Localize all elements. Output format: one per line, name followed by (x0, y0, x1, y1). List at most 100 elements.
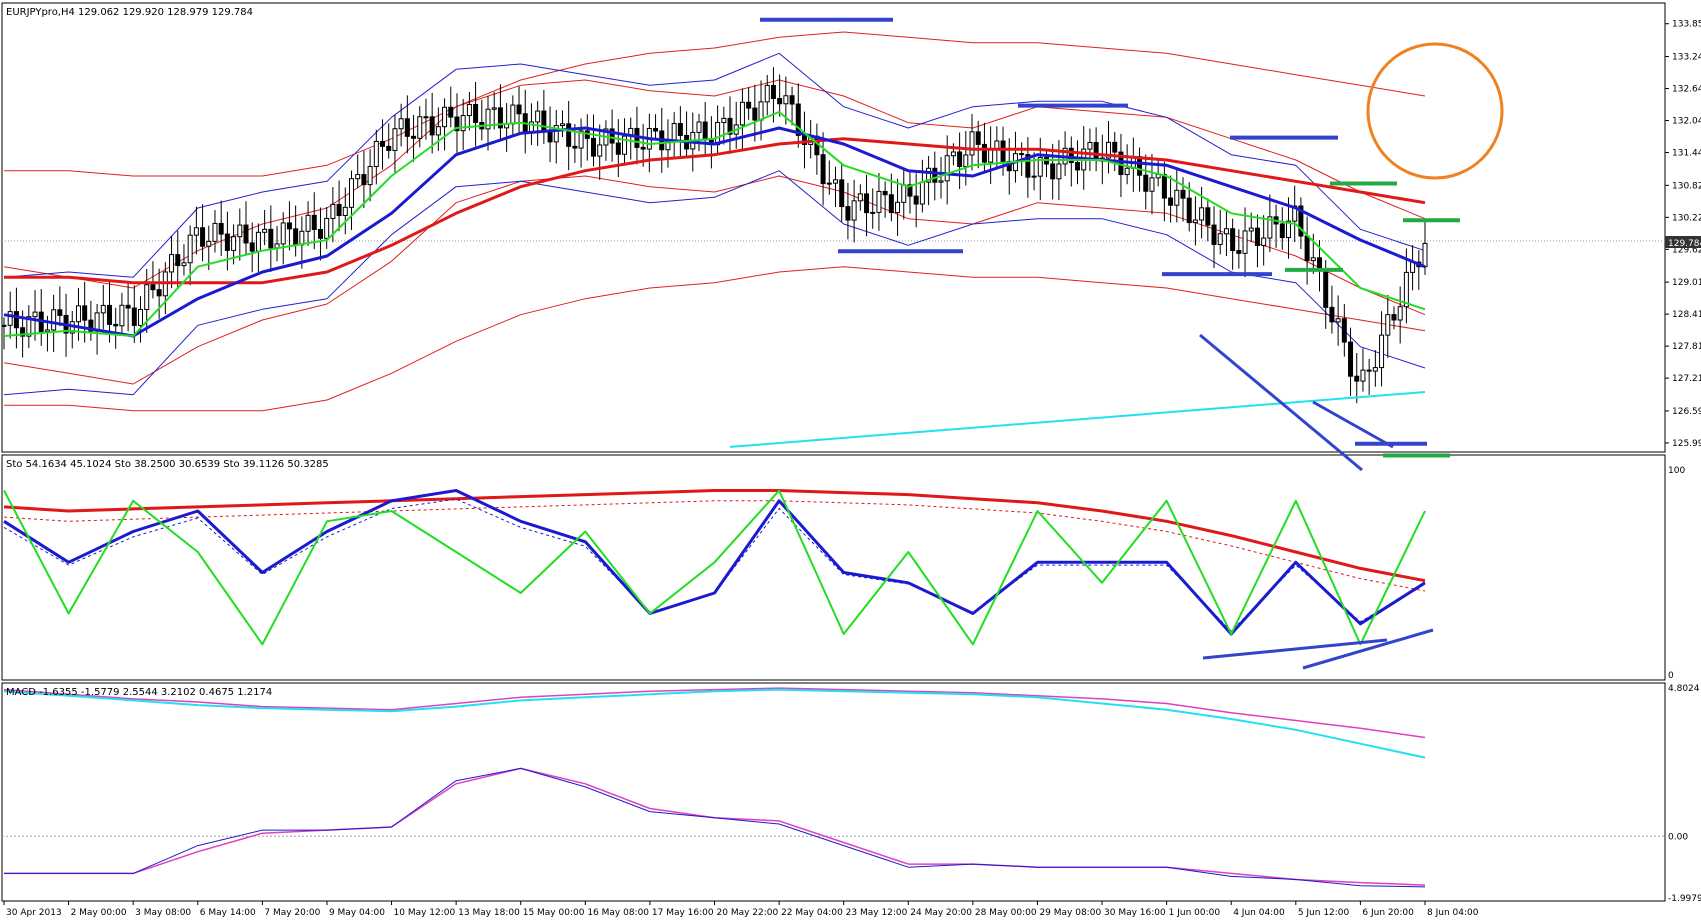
x-tick-label: 6 Jun 20:00 (1362, 908, 1414, 918)
candle-body (1199, 207, 1205, 221)
price-tick-label: 133.240 (1672, 53, 1701, 63)
macd-tick-label: -1.9979 (1668, 894, 1701, 904)
candle-body (125, 304, 131, 309)
candle-body (876, 190, 882, 213)
candle-body (1242, 230, 1248, 254)
candle-body (1348, 341, 1354, 377)
candle-body (466, 103, 472, 117)
candle-body (944, 155, 950, 182)
macd-panel[interactable] (2, 687, 1665, 888)
candle-body (367, 165, 373, 186)
candle-body (1323, 270, 1329, 308)
candle-body (1050, 163, 1056, 180)
last-price-label: 129.784 (1668, 239, 1701, 249)
candle-body (721, 117, 727, 123)
x-tick-label: 6 May 14:00 (200, 908, 256, 918)
candle-body (1211, 224, 1217, 245)
x-tick-label: 28 May 00:00 (975, 908, 1037, 918)
candle-body (497, 107, 503, 129)
x-tick-label: 4 Jun 04:00 (1233, 908, 1285, 918)
candle-body (1000, 140, 1006, 162)
candle-body (1310, 257, 1316, 262)
candle-body (653, 128, 659, 132)
long-ma-cyan (729, 391, 1426, 448)
candle-body (1279, 223, 1285, 239)
candle-body (696, 121, 702, 133)
candle-body (752, 107, 758, 121)
x-tick-label: 30 Apr 2013 (6, 908, 62, 918)
axes: 133.855 133.240 132.640 132.040 131.440 130.8… (3, 20, 1701, 918)
candle-body (535, 110, 541, 123)
candle-body (913, 195, 919, 205)
candle-body (423, 116, 429, 119)
candle-body (398, 118, 404, 130)
price-tick-label: 127.810 (1672, 342, 1701, 352)
candle-body (88, 319, 94, 332)
candle-body (789, 95, 795, 105)
candle-body (510, 104, 516, 125)
candle-body (224, 233, 230, 251)
candle-body (286, 222, 292, 230)
stoch-slow-signal-dashed (3, 500, 1426, 592)
candle-body (429, 116, 435, 136)
x-tick-label: 5 Jun 12:00 (1298, 908, 1350, 918)
price-tick-label: 125.995 (1672, 439, 1701, 449)
candle-body (988, 149, 994, 163)
candle-body (1019, 153, 1025, 156)
candle-body (640, 146, 646, 150)
x-tick-label: 17 May 16:00 (652, 908, 714, 918)
candle-body (1360, 369, 1366, 382)
candle-body (727, 117, 733, 135)
ma-slow-red (4, 137, 1426, 285)
candle-body (342, 206, 348, 217)
candle-body (950, 151, 956, 157)
price-tick-label: 129.010 (1672, 278, 1701, 288)
candle-body (1254, 227, 1260, 246)
candle-body (1304, 235, 1310, 262)
price-tick-label: 128.410 (1672, 310, 1701, 320)
candle-body (348, 178, 354, 208)
candle-body (268, 228, 274, 249)
x-tick-label: 23 May 12:00 (846, 908, 908, 918)
candle-body (305, 214, 311, 232)
candle-body (777, 98, 783, 105)
candle-body (975, 131, 981, 145)
candle-body (212, 222, 218, 242)
candle-body (386, 145, 392, 151)
stoch-tick-label: 100 (1668, 466, 1685, 476)
stoch-tick-label: 0 (1668, 671, 1674, 681)
candle-body (336, 203, 342, 217)
candle-body (609, 128, 615, 144)
price-panel[interactable] (1, 17, 1665, 472)
price-tick-label: 132.640 (1672, 85, 1701, 95)
envelope-upper-outer (4, 31, 1426, 177)
candle-body (1, 324, 7, 327)
candle-body (1341, 318, 1347, 343)
candle-body (559, 123, 565, 127)
candle-body (1422, 242, 1428, 268)
candle-body (820, 154, 826, 185)
candle-body (1248, 227, 1254, 232)
price-panel-frame (1, 2, 1666, 453)
x-tick-label: 22 May 04:00 (781, 908, 843, 918)
candle-body (1068, 147, 1074, 164)
bollinger-lower (3, 170, 1426, 396)
candle-body (75, 305, 81, 323)
candle-body (473, 103, 479, 123)
x-tick-label: 30 May 16:00 (1104, 908, 1166, 918)
candle-body (702, 121, 708, 141)
candle-body (156, 289, 162, 297)
stochastic-panel[interactable] (3, 489, 1434, 670)
candle-body (1186, 197, 1192, 224)
candle-body (1161, 174, 1167, 199)
candle-body (553, 125, 559, 143)
candle-body (1391, 314, 1397, 321)
candle-body (380, 140, 386, 147)
candle-body (169, 254, 175, 273)
stoch-slow-signal (3, 489, 1426, 583)
x-tick-label: 3 May 08:00 (135, 908, 191, 918)
stoch-trend-line (1202, 638, 1388, 660)
candle-body (597, 144, 603, 157)
candle-body (200, 227, 206, 247)
